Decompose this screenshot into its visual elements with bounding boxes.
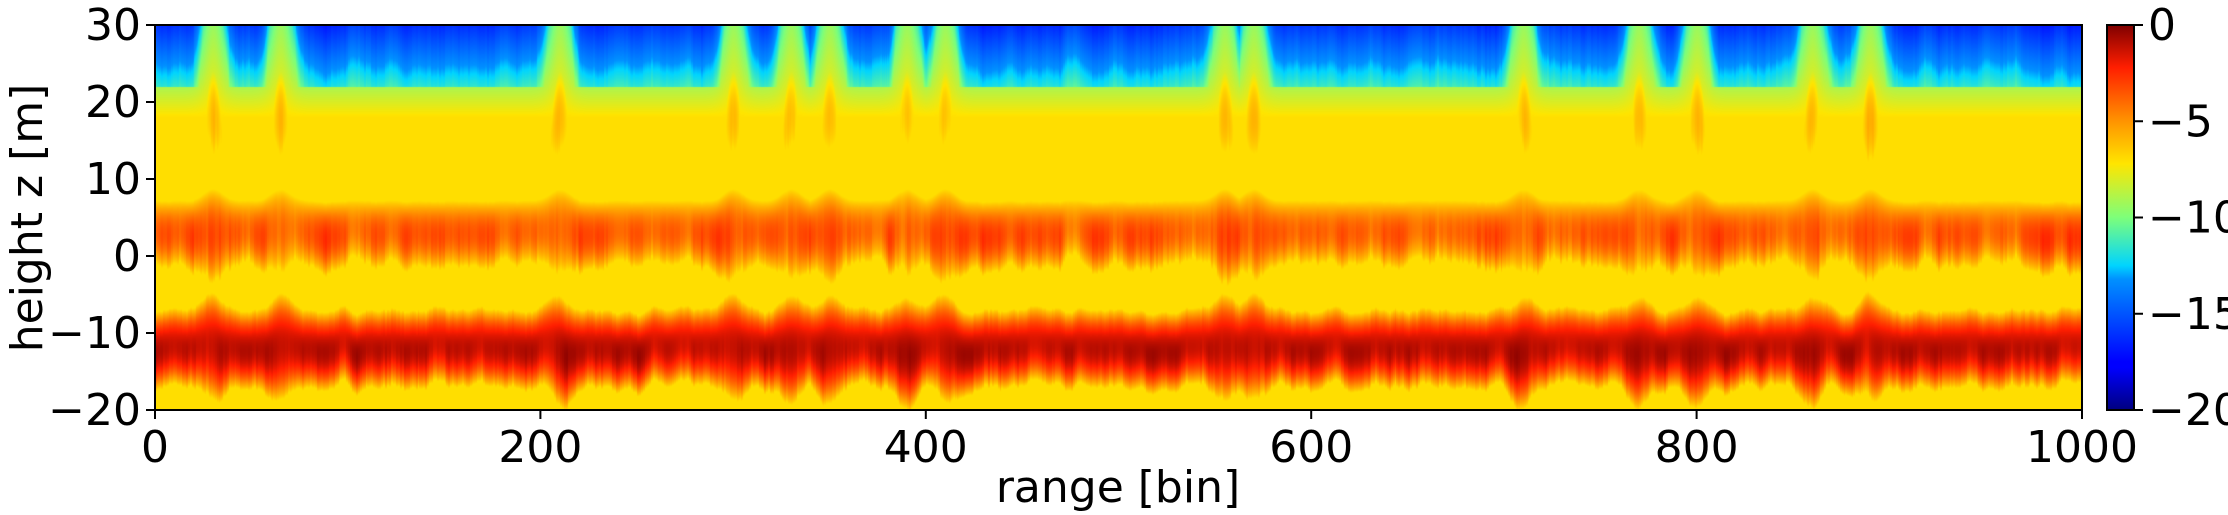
colorbar-ticks: 0 −5 −10 −15 −20 [2134, 0, 2228, 436]
y-axis-label: height z [m] [2, 84, 53, 353]
x-axis-label: range [bin] [996, 462, 1240, 513]
y-tick-label: −20 [48, 385, 141, 436]
x-tick-label: 400 [884, 422, 968, 473]
colorbar-tick-label: −5 [2148, 96, 2213, 147]
x-tick-label: 0 [141, 422, 169, 473]
y-tick-label: 0 [113, 231, 141, 282]
x-tick-label: 800 [1655, 422, 1739, 473]
colorbar-tick-label: −15 [2148, 289, 2228, 340]
x-tick-label: 600 [1269, 422, 1353, 473]
colorbar-tick-label: 0 [2148, 0, 2176, 51]
heatmap-area [155, 25, 2082, 410]
y-tick-label: 30 [85, 0, 141, 51]
colorbar-tick-label: −10 [2148, 193, 2228, 244]
plot-frame [154, 24, 2083, 411]
y-tick-label: −10 [48, 308, 141, 359]
colorbar [2106, 24, 2135, 411]
x-axis-ticks: 0 200 400 600 800 1000 [141, 410, 2138, 473]
y-tick-label: 10 [85, 154, 141, 205]
x-tick-label: 200 [498, 422, 582, 473]
colorbar-tick-label: −20 [2148, 385, 2228, 436]
x-tick-label: 1000 [2026, 422, 2138, 473]
y-axis-ticks: −20 −10 0 10 20 30 [48, 0, 155, 436]
y-tick-label: 20 [85, 77, 141, 128]
